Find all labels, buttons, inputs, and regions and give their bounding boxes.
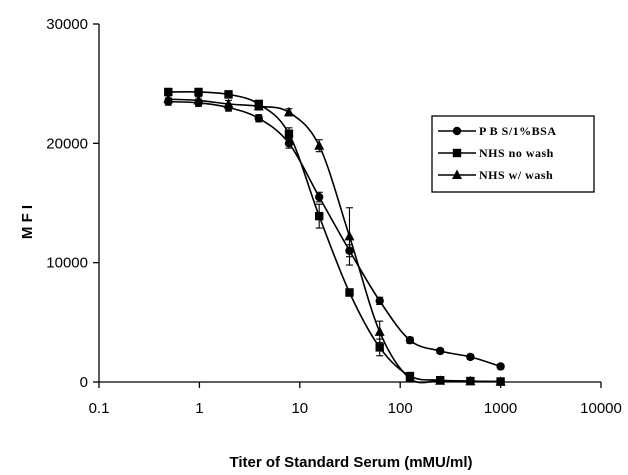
data-point-triangle [435,375,446,385]
data-point-square [314,211,324,221]
x-tick-label: 100 [388,400,413,417]
data-point-triangle [344,230,355,241]
data-point-triangle [495,376,506,386]
y-axis-title: M F I [19,205,36,239]
data-point-square [194,87,203,97]
legend-marker-circle [452,126,462,136]
plot-area: 0 10000 20000 30000 0.1 1 10 100 1000 10000 [46,16,622,417]
data-point-square [224,90,233,99]
y-tick-label: 10000 [46,255,88,272]
data-point-triangle [163,93,174,104]
data-point-circle [466,352,475,362]
x-tick-label: 1 [195,400,203,417]
x-tick-label: 10000 [580,400,622,417]
legend-marker-square [452,148,462,158]
data-point-circle [435,346,445,356]
data-point-triangle [314,140,325,150]
legend-marker-triangle [452,169,462,179]
data-point-triangle [283,106,294,117]
y-tick-label: 20000 [46,135,88,152]
data-point-circle [375,296,384,306]
data-point-triangle [374,326,385,336]
x-tick-label: 10 [291,400,308,417]
y-tick-label: 30000 [46,16,88,33]
legend: P B S/1%BSA NHS no wash NHS w/ wash [431,115,595,193]
data-point-circle [314,192,324,202]
y-tick-label: 0 [80,374,88,391]
legend-label: NHS w/ wash [479,168,553,182]
data-point-triangle [404,372,415,383]
data-point-triangle [253,100,264,111]
data-point-square [345,288,354,297]
x-tick-label: 1000 [484,400,517,417]
data-point-square [164,87,173,97]
data-point-triangle [223,98,234,108]
data-point-square [284,129,294,138]
data-point-circle [496,362,505,371]
series-triangle [163,93,506,386]
data-point-circle [284,139,294,148]
x-tick-label: 0.1 [89,400,110,417]
data-point-square [375,343,384,352]
x-axis-title: Titer of Standard Serum (mMU/ml) [229,454,472,471]
legend-label: NHS no wash [479,146,554,160]
legend-label: P B S/1%BSA [479,124,557,138]
data-point-triangle [465,375,476,386]
data-point-triangle [193,94,204,105]
data-point-circle [254,114,263,123]
data-point-circle [405,336,415,345]
